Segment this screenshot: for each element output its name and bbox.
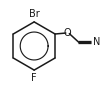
Text: F: F xyxy=(31,73,37,83)
Text: Br: Br xyxy=(29,9,40,19)
Text: O: O xyxy=(64,28,71,38)
Text: N: N xyxy=(93,37,101,47)
